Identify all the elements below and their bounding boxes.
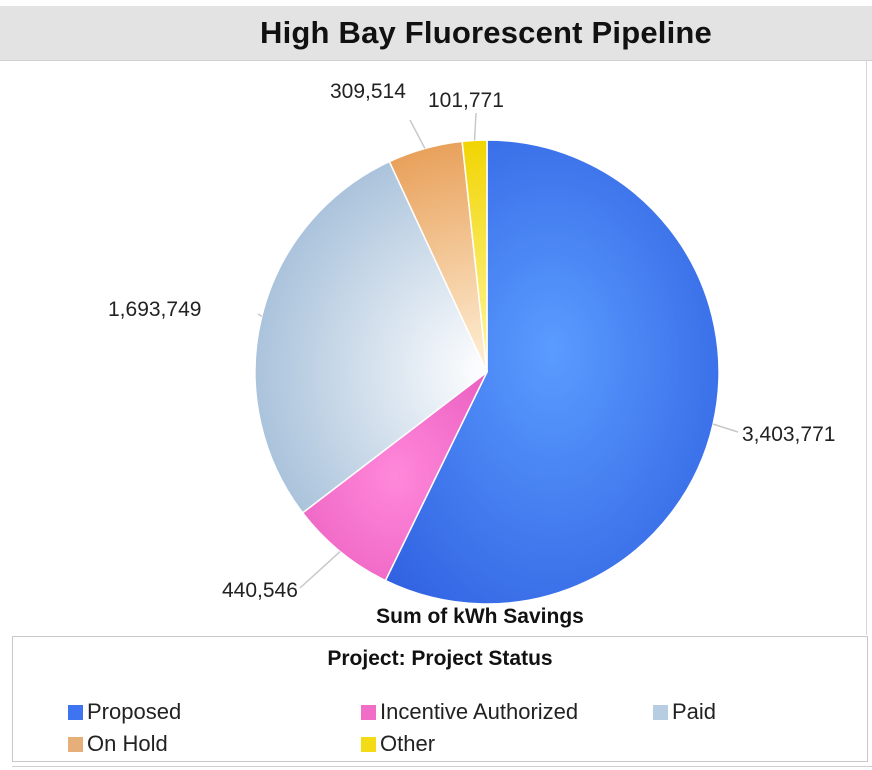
- pie-slice-incentive-authorized[interactable]: [301, 371, 488, 582]
- data-label: 309,514: [330, 80, 406, 103]
- legend-swatch: [68, 704, 83, 720]
- legend-item-paid[interactable]: Paid: [653, 699, 716, 725]
- pie-slice-other[interactable]: [461, 139, 488, 373]
- chart-title: High Bay Fluorescent Pipeline: [260, 15, 712, 50]
- legend-swatch: [653, 704, 668, 720]
- chart-title-bar: High Bay Fluorescent Pipeline: [0, 6, 872, 61]
- legend-item-on-hold[interactable]: On Hold: [68, 731, 168, 757]
- pie-slice-paid[interactable]: [254, 160, 488, 514]
- legend-item-proposed[interactable]: Proposed: [68, 699, 181, 725]
- bottom-divider: [12, 766, 872, 767]
- frame-divider: [866, 60, 867, 635]
- legend-label: Paid: [672, 699, 717, 724]
- legend-label: Proposed: [87, 699, 182, 724]
- data-label: 3,403,771: [742, 423, 835, 446]
- legend-label: On Hold: [87, 731, 168, 756]
- legend-item-other[interactable]: Other: [361, 731, 435, 757]
- leader-line: [409, 119, 426, 149]
- legend-item-incentive-authorized[interactable]: Incentive Authorized: [361, 699, 578, 725]
- leader-line: [473, 112, 477, 141]
- legend-swatch: [68, 736, 83, 752]
- legend-title: Project: Project Status: [327, 647, 553, 670]
- data-label: 440,546: [222, 579, 298, 602]
- legend-label: Incentive Authorized: [380, 699, 579, 724]
- leader-line: [712, 423, 739, 433]
- leader-line: [299, 550, 341, 589]
- legend-swatch: [361, 736, 376, 752]
- data-label: 101,771: [428, 89, 504, 112]
- legend: Project: Project Status Proposed Incenti…: [12, 636, 868, 762]
- leader-line: [257, 313, 263, 318]
- legend-label: Other: [380, 731, 436, 756]
- legend-swatch: [361, 704, 376, 720]
- data-label: 1,693,749: [108, 298, 201, 321]
- measure-label: Sum of kWh Savings: [376, 605, 584, 628]
- pie-chart: 3,403,771 440,546 1,693,749 309,514 101,771: [108, 80, 835, 605]
